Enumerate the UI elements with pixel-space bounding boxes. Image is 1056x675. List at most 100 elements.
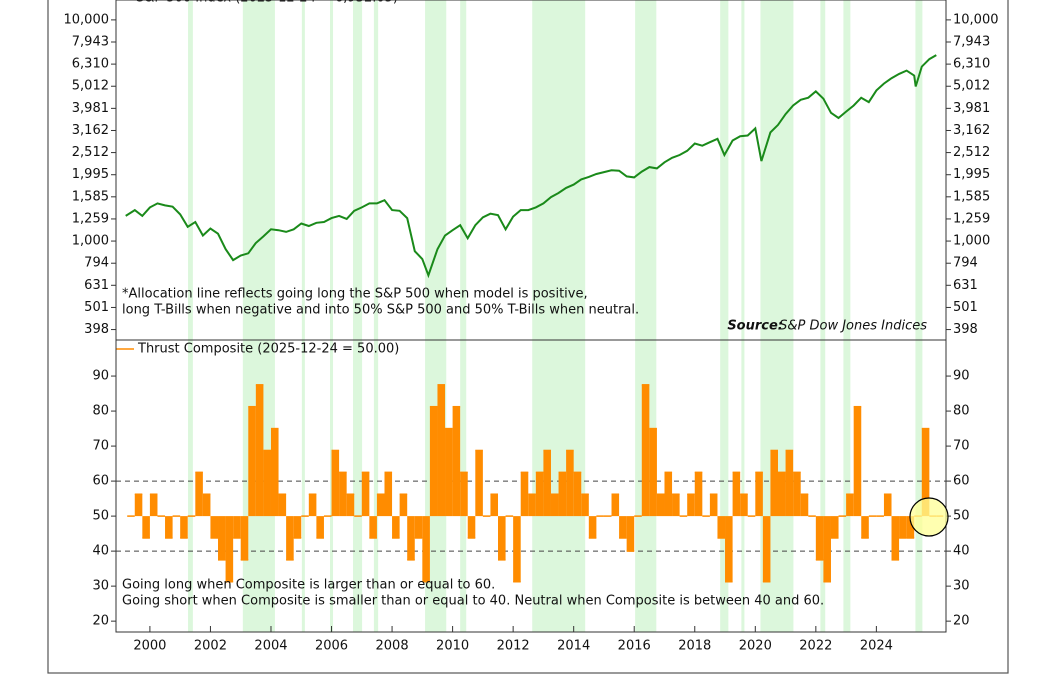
composite-bar: [392, 516, 400, 538]
annotation: Going long when Composite is larger than…: [122, 578, 495, 593]
composite-bar: [785, 450, 794, 517]
shaded-period: [330, 0, 334, 340]
composite-bar: [656, 494, 665, 517]
source-label: Source:: [727, 319, 783, 334]
composite-bar: [429, 406, 438, 517]
composite-bar: [740, 494, 748, 517]
x-tick-label: 2000: [133, 639, 166, 654]
composite-bar: [361, 472, 370, 517]
y-tick-label-right: 5,012: [953, 79, 990, 94]
x-tick-label: 2016: [618, 639, 651, 654]
y-tick-label: 794: [84, 256, 109, 271]
y-tick-label-right: 70: [953, 439, 970, 454]
composite-bar: [202, 494, 211, 517]
annotation: long T-Bills when negative and into 50% …: [122, 303, 639, 318]
composite-bar: [407, 516, 415, 560]
y-tick-label-right: 7,943: [953, 35, 990, 50]
composite-bar: [270, 428, 279, 517]
composite-bar: [558, 472, 567, 517]
composite-bar: [520, 472, 529, 517]
y-tick-label-right: 30: [953, 579, 970, 594]
composite-bar: [452, 406, 461, 517]
composite-bar: [339, 472, 347, 517]
y-tick-label: 1,259: [72, 211, 109, 226]
composite-bar: [687, 494, 695, 517]
y-tick-label-right: 6,310: [953, 57, 990, 72]
composite-bar: [664, 472, 673, 517]
y-tick-label: 60: [92, 474, 109, 489]
annotation: Going short when Composite is smaller th…: [122, 594, 824, 609]
composite-bar: [218, 516, 226, 560]
composite-bar: [800, 494, 809, 517]
composite-bar: [830, 516, 839, 538]
y-tick-label: 631: [84, 278, 109, 293]
y-tick-label: 70: [92, 439, 109, 454]
y-tick-label: 50: [92, 509, 109, 524]
shaded-period: [460, 0, 467, 340]
composite-bar: [535, 472, 544, 517]
composite-bar: [899, 516, 907, 538]
composite-bar: [134, 494, 143, 517]
composite-bar: [369, 516, 377, 538]
shaded-period: [353, 0, 363, 340]
shaded-period: [720, 0, 729, 340]
composite-bar: [528, 494, 536, 517]
y-tick-label-right: 2,512: [953, 145, 990, 160]
x-tick-label: 2008: [376, 639, 409, 654]
shaded-period: [532, 0, 586, 340]
shaded-period: [373, 0, 379, 340]
y-tick-label: 40: [92, 544, 109, 559]
composite-bar: [331, 450, 340, 517]
y-tick-label: 20: [92, 614, 109, 629]
composite-bar: [725, 516, 733, 582]
composite-bar: [286, 516, 294, 560]
composite-bar: [225, 516, 234, 582]
y-tick-label: 10,000: [64, 12, 110, 27]
composite-bar: [513, 516, 521, 582]
composite-bar: [399, 494, 408, 517]
composite-bar: [346, 494, 355, 517]
composite-bar: [376, 494, 385, 517]
y-tick-label-right: 794: [953, 256, 978, 271]
shaded-period: [242, 0, 275, 340]
composite-bar: [437, 384, 446, 517]
legend-label: S&P 500 Index (2025-12-24 = 6,932.05): [136, 0, 398, 6]
composite-bar: [240, 516, 249, 560]
composite-bar: [921, 428, 930, 517]
composite-bar: [732, 472, 741, 517]
shaded-period: [820, 0, 826, 340]
composite-bar: [490, 494, 499, 517]
shaded-period: [915, 0, 923, 340]
composite-bar: [815, 516, 824, 560]
composite-bar: [883, 494, 892, 517]
shaded-period: [188, 0, 193, 340]
composite-bar: [460, 472, 468, 517]
y-tick-label-right: 3,162: [953, 123, 990, 138]
composite-bar: [467, 516, 476, 538]
composite-bar: [195, 472, 203, 517]
composite-bar: [308, 494, 317, 517]
y-tick-label-right: 10,000: [953, 12, 999, 27]
y-tick-label-right: 631: [953, 278, 978, 293]
shaded-period: [301, 0, 305, 340]
composite-bar: [891, 516, 900, 560]
shaded-period: [353, 340, 363, 632]
y-tick-label-right: 501: [953, 300, 978, 315]
shaded-period: [820, 340, 826, 632]
composite-bar: [566, 450, 574, 517]
y-tick-label-right: 1,585: [953, 189, 990, 204]
shaded-period: [843, 0, 851, 340]
plot-layer: 398 398 501 501 631 631 794 794 1,000 1,000 1,259 1…: [64, 0, 999, 654]
composite-bar: [823, 516, 831, 582]
x-tick-label: 2022: [799, 639, 832, 654]
y-tick-label: 30: [92, 579, 109, 594]
composite-bar: [672, 494, 680, 517]
composite-bar: [709, 494, 718, 517]
composite-bar: [861, 516, 869, 538]
highlight-circle: [909, 497, 949, 537]
y-tick-label-right: 60: [953, 474, 970, 489]
plot-border: [115, 339, 947, 633]
y-tick-label: 6,310: [72, 57, 109, 72]
composite-bar: [498, 516, 506, 560]
composite-bar: [165, 516, 173, 538]
